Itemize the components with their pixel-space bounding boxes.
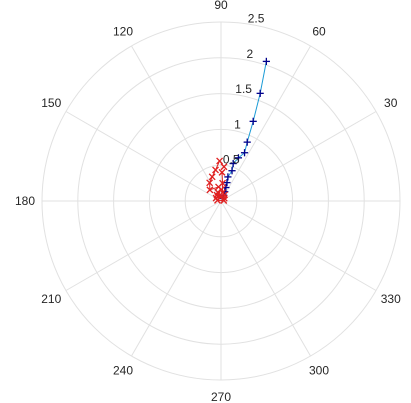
grid-spoke-1 <box>220 111 377 202</box>
radial-tick-label-3: 2 <box>247 47 254 61</box>
series-0-point-13 <box>262 57 270 66</box>
series-1-point-17 <box>219 179 227 187</box>
angle-tick-label-1: 30 <box>384 96 398 110</box>
angle-tick-label-7: 210 <box>41 292 61 306</box>
radial-tick-label-2: 1.5 <box>235 82 252 96</box>
radial-tick-label-4: 2.5 <box>248 12 265 26</box>
series-0-point-9 <box>240 149 249 157</box>
grid-spoke-10 <box>220 200 311 357</box>
angle-tick-label-5: 150 <box>41 96 61 110</box>
series-0-point-11 <box>249 117 257 125</box>
series-1-point-4 <box>206 179 214 187</box>
series-1-point-0 <box>220 163 228 171</box>
series-1-point-5 <box>206 186 214 194</box>
angle-tick-label-8: 240 <box>113 364 133 378</box>
radial-tick-label-1: 1 <box>234 117 241 131</box>
series-0-point-7 <box>229 159 237 168</box>
series-0-point-6 <box>228 167 236 175</box>
series-1-point-16 <box>219 189 226 196</box>
grid-spoke-11 <box>220 200 377 291</box>
grid-spoke-5 <box>65 111 222 202</box>
series-1-point-3 <box>208 173 216 181</box>
data-series <box>206 57 270 204</box>
series-1-point-2 <box>212 166 219 174</box>
series-1-point-18 <box>218 168 226 176</box>
grid-spoke-8 <box>131 200 222 357</box>
polar-grid <box>41 21 401 381</box>
angle-tick-label-10: 300 <box>309 364 329 378</box>
series-0-point-10 <box>243 138 251 146</box>
grid-spoke-7 <box>65 200 222 291</box>
grid-spoke-4 <box>131 45 222 202</box>
series-1-point-13 <box>220 197 228 204</box>
series-1-point-12 <box>214 196 221 204</box>
series-1-point-1 <box>216 157 224 165</box>
series-0-point-4 <box>223 179 231 187</box>
angle-tick-label-6: 180 <box>15 194 35 208</box>
axis-labels: 03060901201501802102402703003300.511.522… <box>15 0 401 403</box>
radial-tick-label-0: 0.5 <box>223 153 240 167</box>
angle-tick-label-11: 330 <box>381 292 401 306</box>
series-0-point-12 <box>256 89 264 97</box>
angle-tick-label-3: 90 <box>214 0 228 12</box>
series-0-point-5 <box>224 173 232 181</box>
series-0-point-8 <box>234 154 243 162</box>
angle-tick-label-9: 270 <box>211 390 231 403</box>
grid-spoke-2 <box>220 45 311 202</box>
angle-tick-label-4: 120 <box>113 24 133 38</box>
angle-tick-label-2: 60 <box>312 24 326 38</box>
